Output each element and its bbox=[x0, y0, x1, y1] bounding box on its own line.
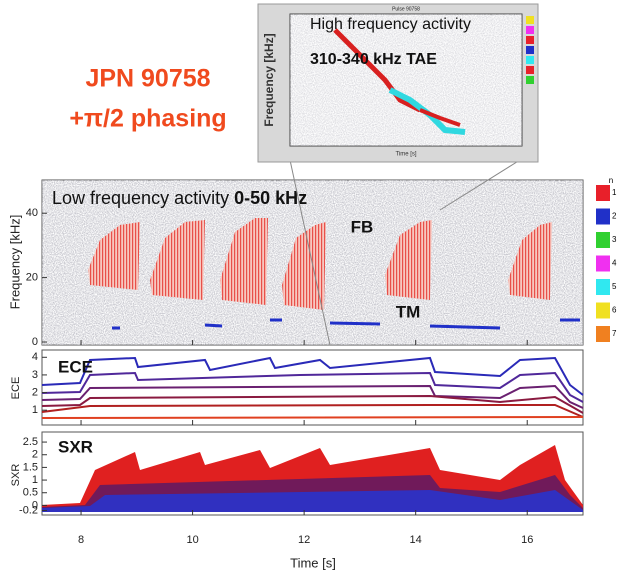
y-tick-label: 2 bbox=[32, 449, 38, 461]
y-tick-label: 1 bbox=[32, 404, 38, 416]
legend-label: 7 bbox=[612, 329, 617, 338]
inset-ylabel: Frequency [kHz] bbox=[262, 33, 276, 126]
legend-label: 5 bbox=[612, 282, 617, 291]
x-tick-label: 16 bbox=[521, 534, 533, 546]
legend-swatch bbox=[596, 302, 610, 319]
label-bold: 0-50 kHz bbox=[234, 188, 307, 208]
legend-label: 6 bbox=[612, 306, 617, 315]
legend-swatch bbox=[596, 185, 610, 201]
y-tick-label: 3 bbox=[32, 369, 38, 381]
inset-legend bbox=[526, 16, 534, 84]
inset-title: High frequency activity bbox=[310, 16, 471, 33]
inset-tae-red2 bbox=[419, 108, 461, 127]
inset-annotation: 310-340 kHz TAE bbox=[310, 51, 437, 68]
legend-label: 1 bbox=[612, 188, 617, 197]
y-tick-label: 4 bbox=[32, 351, 38, 363]
legend: n 1 2 3 4 5 6 7 bbox=[596, 176, 617, 342]
ece-ylabel: ECE bbox=[10, 377, 22, 400]
label-text: Low frequency activity bbox=[52, 188, 234, 208]
x-tick-label: 10 bbox=[186, 534, 198, 546]
spectrogram-label: Low frequency activity 0-50 kHz bbox=[52, 188, 307, 208]
legend-label: 2 bbox=[612, 212, 617, 221]
y-tick-label: 40 bbox=[26, 207, 38, 219]
y-tick-label: 20 bbox=[26, 272, 38, 284]
legend-label: 4 bbox=[612, 259, 617, 268]
legend-swatch bbox=[596, 326, 610, 342]
inset-connector bbox=[289, 159, 331, 346]
y-tick-label: 0 bbox=[32, 336, 38, 348]
x-tick-label: 8 bbox=[78, 534, 84, 546]
inset-noise bbox=[290, 14, 522, 146]
spectrogram-ylabel: Frequency [kHz] bbox=[7, 215, 22, 310]
ece-label: ECE bbox=[58, 357, 93, 376]
inset-connector bbox=[439, 159, 521, 211]
phasing-title: +π/2 phasing bbox=[69, 105, 226, 133]
legend-title: n bbox=[609, 176, 613, 185]
y-tick-label: 0 bbox=[32, 499, 38, 511]
x-tick-label: 12 bbox=[298, 534, 310, 546]
inset-xlabel: Time [s] bbox=[395, 152, 416, 158]
tm-annotation: TM bbox=[396, 302, 421, 321]
y-tick-label: 0.5 bbox=[23, 487, 38, 499]
y-tick-label: 2 bbox=[32, 386, 38, 398]
sxr-ylabel: SXR bbox=[10, 464, 22, 487]
sxr-traces bbox=[42, 445, 583, 512]
x-tick-label: 14 bbox=[410, 534, 422, 546]
legend-swatch bbox=[596, 255, 610, 272]
y-tick-label: 1 bbox=[32, 474, 38, 486]
pulse-title: JPN 90758 bbox=[85, 65, 210, 93]
legend-swatch bbox=[596, 208, 610, 225]
inset-small-title: Pulse 90758 bbox=[392, 6, 420, 12]
bursts bbox=[88, 218, 552, 310]
y-tick-label: 1.5 bbox=[23, 461, 38, 473]
fb-annotation: FB bbox=[351, 217, 374, 236]
y-tick-label: -0.2 bbox=[19, 504, 38, 516]
sxr-label: SXR bbox=[58, 437, 93, 456]
legend-swatch bbox=[596, 279, 610, 295]
y-tick-label: 2.5 bbox=[23, 436, 38, 448]
inset-tae-red bbox=[333, 28, 422, 113]
tm-modes bbox=[112, 318, 580, 330]
x-axis-label: Time [s] bbox=[290, 555, 336, 570]
ece-traces bbox=[41, 356, 584, 419]
legend-swatch bbox=[596, 232, 610, 248]
legend-label: 3 bbox=[612, 235, 617, 244]
